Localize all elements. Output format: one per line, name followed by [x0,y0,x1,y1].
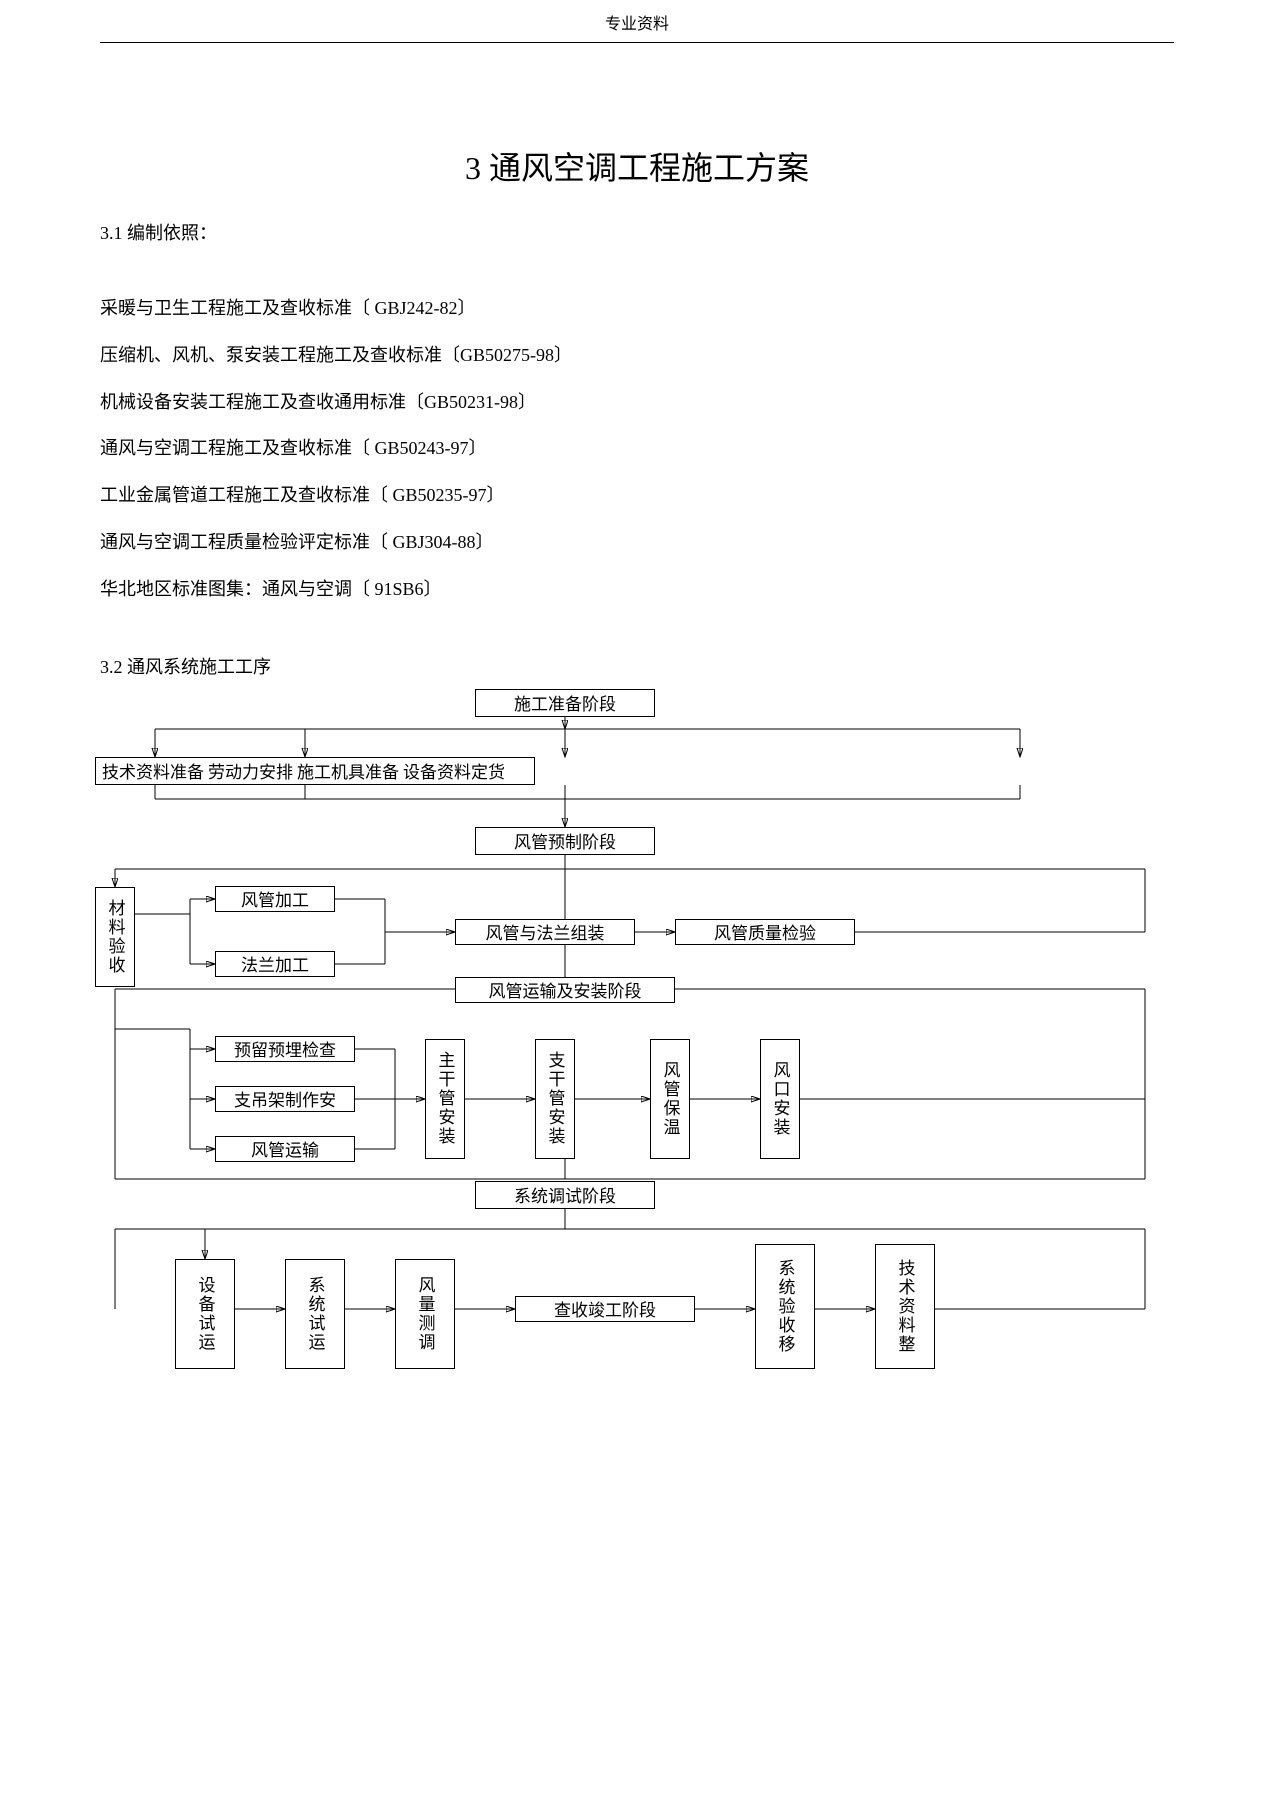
node-tech-prep: 技术资料准备 [102,758,204,783]
node-system-accept: 系统验收移 [755,1244,815,1369]
flowchart: 施工准备阶段 技术资料准备 劳动力安排 施工机具准备 设备资料定货 风管预制阶段… [95,689,1169,1587]
node-duct-transport: 风管运输 [215,1136,355,1162]
node-transport-install-stage: 风管运输及安装阶段 [455,977,675,1003]
node-assemble: 风管与法兰组装 [455,919,635,945]
section-3-1: 3.1 编制依照： [100,219,1174,245]
node-material-accept: 材料验收 [95,887,135,987]
standard-2: 压缩机、风机、泵安装工程施工及查收标准〔GB50275-98〕 [100,332,1174,379]
node-duct-process: 风管加工 [215,886,335,912]
page: 专业资料 3 通风空调工程施工方案 3.1 编制依照： 采暖与卫生工程施工及查收… [0,0,1274,1587]
standard-6: 通风与空调工程质量检验评定标准〔 GBJ304-88〕 [100,519,1174,566]
doc-title: 3 通风空调工程施工方案 [100,143,1174,189]
node-prefab-stage: 风管预制阶段 [475,827,655,855]
node-debug-stage: 系统调试阶段 [475,1181,655,1209]
node-system-trial: 系统试运 [285,1259,345,1369]
node-equip-order: 设备资料定货 [403,758,505,783]
section-3-2: 3.2 通风系统施工工序 [100,653,1174,679]
node-airflow-adjust: 风量测调 [395,1259,455,1369]
node-hanger: 支吊架制作安 [215,1086,355,1112]
node-flange-process: 法兰加工 [215,951,335,977]
page-header: 专业资料 [100,0,1174,43]
node-acceptance-stage: 查收竣工阶段 [515,1296,695,1322]
node-outlet-install: 风口安装 [760,1039,800,1159]
node-equip-trial: 设备试运 [175,1259,235,1369]
standard-7: 华北地区标准图集：通风与空调〔 91SB6〕 [100,566,1174,613]
node-main-install: 主干管安装 [425,1039,465,1159]
node-tools: 施工机具准备 [297,758,399,783]
node-tech-docs: 技术资料整 [875,1244,935,1369]
content-area: 3 通风空调工程施工方案 3.1 编制依照： 采暖与卫生工程施工及查收标准〔 G… [0,43,1274,1587]
node-prep-stage: 施工准备阶段 [475,689,655,717]
standard-5: 工业金属管道工程施工及查收标准〔 GB50235-97〕 [100,472,1174,519]
node-labor: 劳动力安排 [208,758,293,783]
standard-4: 通风与空调工程施工及查收标准〔 GB50243-97〕 [100,425,1174,472]
node-row2-group: 技术资料准备 劳动力安排 施工机具准备 设备资料定货 [95,757,535,785]
node-branch-install: 支干管安装 [535,1039,575,1159]
node-reserve-check: 预留预埋检查 [215,1036,355,1062]
node-insulation: 风管保温 [650,1039,690,1159]
standard-3: 机械设备安装工程施工及查收通用标准〔GB50231-98〕 [100,379,1174,426]
standard-1: 采暖与卫生工程施工及查收标准〔 GBJ242-82〕 [100,285,1174,332]
node-quality-check: 风管质量检验 [675,919,855,945]
